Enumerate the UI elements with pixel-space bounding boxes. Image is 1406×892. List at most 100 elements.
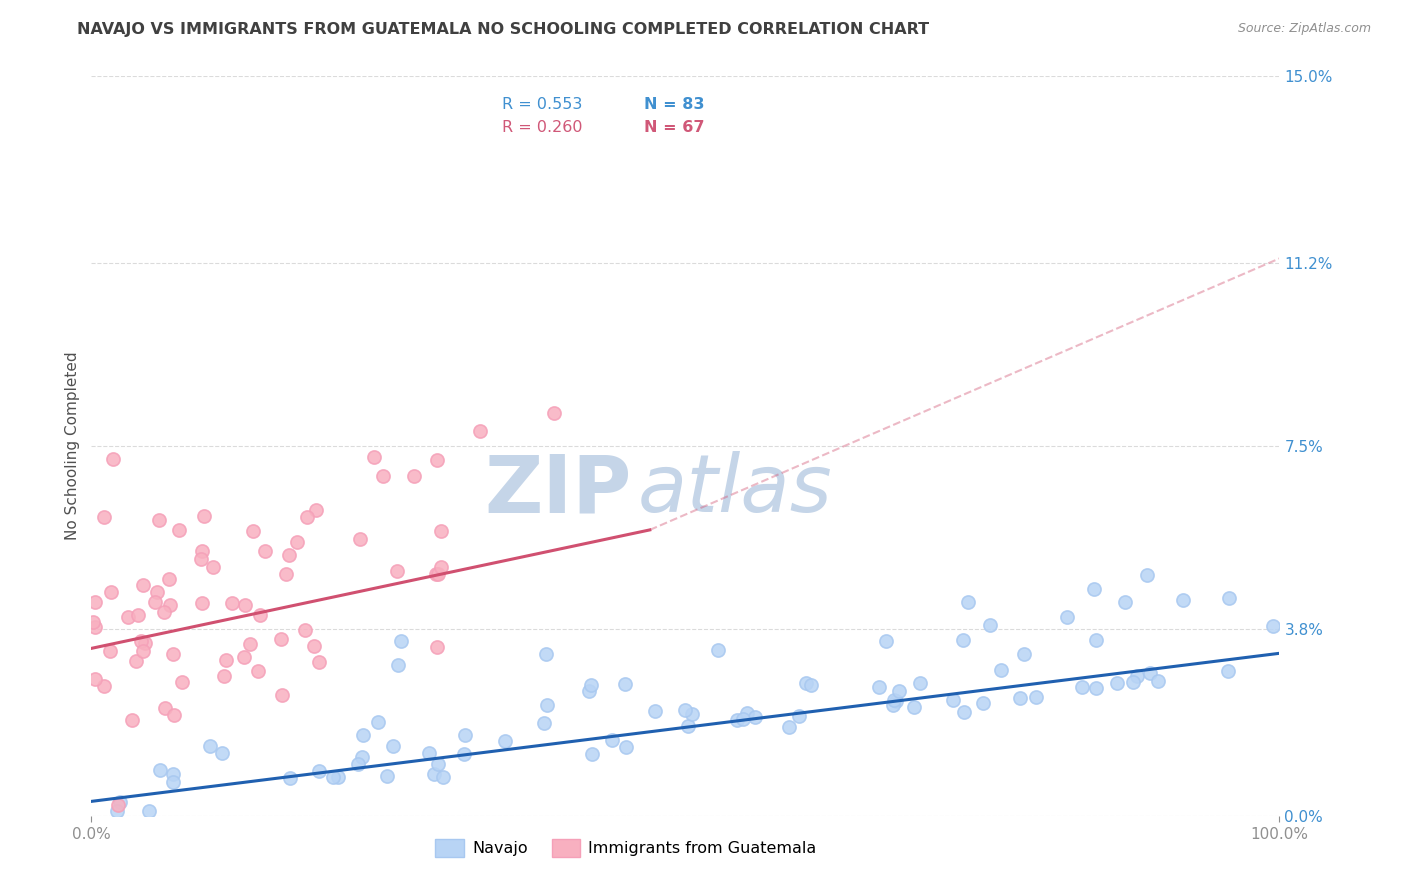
Point <box>363 450 385 464</box>
Point <box>132 644 155 658</box>
Point <box>972 696 994 710</box>
Point <box>387 564 409 578</box>
Point <box>84 595 107 609</box>
Point <box>794 676 817 690</box>
Point <box>868 681 890 695</box>
Point <box>1107 676 1129 690</box>
Point <box>425 452 447 467</box>
Point <box>305 503 328 517</box>
Point <box>84 619 107 633</box>
Point <box>990 663 1012 677</box>
Point <box>1010 690 1032 705</box>
Point <box>600 733 623 747</box>
Point <box>138 804 160 818</box>
Point <box>731 712 754 726</box>
Point <box>883 693 905 707</box>
Text: N = 83: N = 83 <box>644 96 704 112</box>
Point <box>131 578 153 592</box>
Point <box>349 533 371 547</box>
Point <box>678 719 700 733</box>
Point <box>322 770 344 784</box>
Text: Source: ZipAtlas.com: Source: ZipAtlas.com <box>1237 22 1371 36</box>
Point <box>302 639 325 653</box>
Text: N = 67: N = 67 <box>644 120 704 136</box>
Point <box>1147 673 1170 688</box>
Point <box>882 698 904 712</box>
Y-axis label: No Schooling Completed: No Schooling Completed <box>65 351 80 541</box>
Point <box>800 677 823 691</box>
Point <box>375 769 398 783</box>
Point <box>581 747 603 762</box>
Point <box>191 596 214 610</box>
Point <box>346 756 368 771</box>
Point <box>328 770 350 784</box>
Point <box>105 804 128 818</box>
Point <box>295 510 318 524</box>
Point <box>1125 669 1147 683</box>
Point <box>278 771 301 785</box>
Text: R = 0.553: R = 0.553 <box>502 96 583 112</box>
Point <box>614 739 637 754</box>
Text: atlas: atlas <box>638 451 832 530</box>
Point <box>1173 593 1195 607</box>
Point <box>198 739 221 754</box>
Point <box>308 764 330 778</box>
Point <box>239 636 262 650</box>
Point <box>1056 610 1078 624</box>
Point <box>778 720 800 734</box>
Point <box>134 636 156 650</box>
Point <box>367 715 389 730</box>
Point <box>129 633 152 648</box>
Point <box>418 746 440 760</box>
Point <box>253 543 276 558</box>
Point <box>211 746 233 760</box>
Point <box>143 595 166 609</box>
Point <box>1114 594 1136 608</box>
Point <box>952 705 974 719</box>
Point <box>875 634 897 648</box>
Point <box>387 658 409 673</box>
Point <box>193 508 215 523</box>
Point <box>270 632 292 647</box>
Point <box>371 468 394 483</box>
Point <box>155 701 177 715</box>
Point <box>952 632 974 647</box>
Point <box>352 728 374 742</box>
Point <box>979 618 1001 632</box>
Point <box>425 567 447 582</box>
Point <box>157 572 180 586</box>
Point <box>233 650 256 665</box>
Legend: Navajo, Immigrants from Guatemala: Navajo, Immigrants from Guatemala <box>429 832 823 863</box>
Point <box>889 684 911 698</box>
Point <box>162 775 184 789</box>
Point <box>153 605 176 619</box>
Point <box>1218 591 1240 605</box>
Point <box>190 551 212 566</box>
Point <box>1136 568 1159 582</box>
Point <box>1071 681 1094 695</box>
Point <box>108 796 131 810</box>
Point <box>84 673 107 687</box>
Point <box>942 693 965 707</box>
Point <box>1012 648 1035 662</box>
Point <box>145 585 167 599</box>
Point <box>581 678 603 692</box>
Point <box>278 548 301 562</box>
Point <box>163 707 186 722</box>
Point <box>202 560 225 574</box>
Point <box>98 644 121 658</box>
Point <box>426 640 449 654</box>
Point <box>148 513 170 527</box>
Point <box>212 669 235 683</box>
Point <box>308 655 330 669</box>
Point <box>149 763 172 777</box>
Point <box>735 706 758 720</box>
Point <box>707 643 730 657</box>
Point <box>903 700 925 714</box>
Point <box>404 469 426 483</box>
Point <box>107 797 129 812</box>
Point <box>744 710 766 724</box>
Point <box>100 585 122 599</box>
Point <box>167 523 190 537</box>
Point <box>1263 619 1285 633</box>
